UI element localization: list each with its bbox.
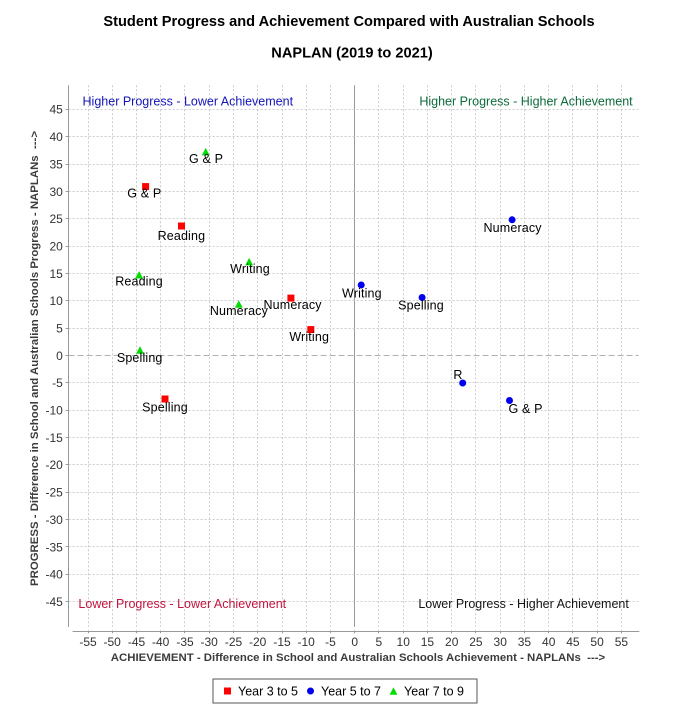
svg-text:G & P: G & P [189,152,223,166]
svg-text:-15: -15 [273,635,291,649]
svg-text:Higher Progress - Lower Achiev: Higher Progress - Lower Achievement [83,94,294,108]
svg-text:Spelling: Spelling [117,351,163,365]
svg-text:Writing: Writing [342,286,382,300]
svg-text:-30: -30 [45,513,63,527]
svg-text:-45: -45 [45,595,63,609]
svg-text:-25: -25 [225,635,243,649]
svg-text:-20: -20 [249,635,267,649]
svg-text:45: 45 [566,635,580,649]
svg-text:PROGRESS - Difference in Schoo: PROGRESS - Difference in School and Aust… [29,131,41,586]
svg-text:R: R [453,368,462,382]
svg-text:-45: -45 [128,635,146,649]
svg-text:-30: -30 [201,635,219,649]
svg-text:0: 0 [351,635,358,649]
svg-text:Writing: Writing [289,330,329,344]
svg-text:Spelling: Spelling [142,400,188,414]
svg-text:Reading: Reading [158,229,206,243]
svg-text:-40: -40 [45,568,63,582]
svg-text:Numeracy: Numeracy [264,298,323,312]
svg-text:-10: -10 [45,404,63,418]
svg-text:55: 55 [615,635,629,649]
svg-text:25: 25 [469,635,483,649]
svg-text:15: 15 [421,635,435,649]
svg-text:5: 5 [56,322,63,336]
svg-text:Reading: Reading [115,274,163,288]
svg-text:G & P: G & P [509,402,543,416]
svg-text:50: 50 [590,635,604,649]
svg-text:-40: -40 [152,635,170,649]
svg-text:10: 10 [397,635,411,649]
svg-text:Writing: Writing [230,262,270,276]
svg-text:Year 5 to 7: Year 5 to 7 [321,684,381,698]
svg-text:-10: -10 [298,635,316,649]
svg-text:20: 20 [445,635,459,649]
svg-text:20: 20 [49,240,63,254]
svg-text:NAPLAN (2019 to 2021): NAPLAN (2019 to 2021) [271,46,433,62]
svg-text:G & P: G & P [127,186,161,200]
svg-text:40: 40 [542,635,556,649]
svg-text:-15: -15 [45,431,63,445]
svg-text:Lower Progress - Higher Achiev: Lower Progress - Higher Achievement [418,597,629,611]
svg-text:40: 40 [49,130,63,144]
svg-text:-20: -20 [45,458,63,472]
svg-text:-5: -5 [325,635,336,649]
svg-text:0: 0 [56,349,63,363]
svg-text:Year 3 to 5: Year 3 to 5 [238,684,298,698]
svg-text:10: 10 [49,294,63,308]
svg-text:-5: -5 [52,376,63,390]
svg-text:Lower Progress - Lower Achieve: Lower Progress - Lower Achievement [78,597,286,611]
svg-text:Student Progress and Achieveme: Student Progress and Achievement Compare… [103,14,594,30]
svg-text:Numeracy: Numeracy [210,304,269,318]
svg-text:5: 5 [376,635,383,649]
svg-text:45: 45 [49,103,63,117]
svg-text:-35: -35 [176,635,194,649]
svg-text:-25: -25 [45,486,63,500]
svg-text:Spelling: Spelling [398,298,444,312]
svg-text:-55: -55 [79,635,97,649]
svg-text:Numeracy: Numeracy [484,221,543,235]
svg-text:-35: -35 [45,540,63,554]
svg-text:Year 7 to 9: Year 7 to 9 [404,684,464,698]
svg-text:30: 30 [494,635,508,649]
svg-text:-50: -50 [104,635,122,649]
svg-text:25: 25 [49,212,63,226]
svg-text:35: 35 [49,157,63,171]
svg-text:ACHIEVEMENT - Difference in Sc: ACHIEVEMENT - Difference in School and A… [111,652,606,664]
svg-text:35: 35 [518,635,532,649]
svg-text:Higher Progress - Higher Achie: Higher Progress - Higher Achievement [419,95,633,109]
svg-text:30: 30 [49,185,63,199]
svg-text:15: 15 [49,267,63,281]
